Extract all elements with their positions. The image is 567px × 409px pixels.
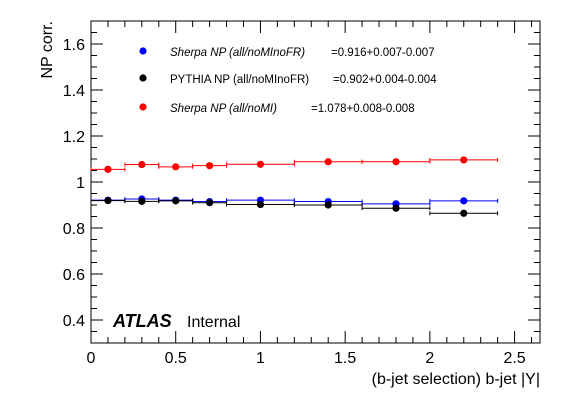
data-point xyxy=(104,165,112,173)
data-point xyxy=(256,200,265,209)
legend-entry-name: Sherpa NP (all/noMInoFR) xyxy=(170,47,305,59)
data-point xyxy=(460,156,468,164)
data-point xyxy=(256,160,265,168)
data-point xyxy=(460,197,468,205)
y-tick-label: 1.4 xyxy=(63,83,85,100)
y-tick-label: 1.6 xyxy=(63,37,85,54)
y-tick-label: 1 xyxy=(76,175,85,192)
x-tick-label: 2.5 xyxy=(503,350,525,367)
legend-entry-name: Sherpa NP (all/noMI) xyxy=(170,103,277,115)
legend-marker xyxy=(139,47,147,55)
atlas-label-bold: ATLAS xyxy=(112,311,172,331)
legend-entry-fit: =0.916+0.007-0.007 xyxy=(331,47,435,59)
data-point xyxy=(138,160,146,169)
legend: Sherpa NP (all/noMInoFR) =0.916+0.007-0.0… xyxy=(139,47,437,115)
data-series xyxy=(90,156,499,217)
x-tick-label: 0.5 xyxy=(165,350,187,367)
y-tick-label: 0.6 xyxy=(63,267,85,284)
data-point xyxy=(138,197,146,205)
legend-entry-name: PYTHIA NP (all/noMInoFR) xyxy=(170,74,309,86)
legend-entry-fit: =0.902+0.004-0.004 xyxy=(333,74,437,86)
data-point xyxy=(104,197,112,205)
x-tick-label: 1 xyxy=(256,350,265,367)
data-point xyxy=(392,158,400,166)
x-axis-label: (b-jet selection) b-jet |Y| xyxy=(372,371,540,388)
y-axis-ticks: 0.4 0.6 0.8 1 1.2 1.4 1.6 xyxy=(63,20,540,344)
legend-marker xyxy=(139,103,147,111)
legend-entry-fit: =1.078+0.008-0.008 xyxy=(311,103,415,115)
data-point xyxy=(172,197,180,205)
x-tick-label: 1.5 xyxy=(334,350,356,367)
data-point xyxy=(324,158,332,166)
y-tick-label: 0.8 xyxy=(63,221,85,238)
x-axis-ticks: 0 0.5 1 1.5 2 2.5 xyxy=(87,21,533,367)
plot-frame xyxy=(90,20,541,344)
data-point xyxy=(460,209,468,217)
data-point xyxy=(172,163,180,171)
atlas-label: ATLAS Internal xyxy=(112,311,240,331)
y-tick-label: 0.4 xyxy=(63,313,85,330)
y-tick-label: 1.2 xyxy=(63,129,85,146)
legend-marker xyxy=(139,74,147,82)
x-tick-label: 2 xyxy=(425,350,434,367)
series-1 xyxy=(90,197,499,217)
y-axis-label: NP corr. xyxy=(39,21,56,79)
data-point xyxy=(324,201,332,209)
atlas-label-internal: Internal xyxy=(187,314,240,331)
data-point xyxy=(206,162,214,170)
series-2 xyxy=(90,156,499,173)
data-point xyxy=(206,199,214,207)
data-point xyxy=(392,204,400,212)
x-tick-label: 0 xyxy=(87,350,96,367)
